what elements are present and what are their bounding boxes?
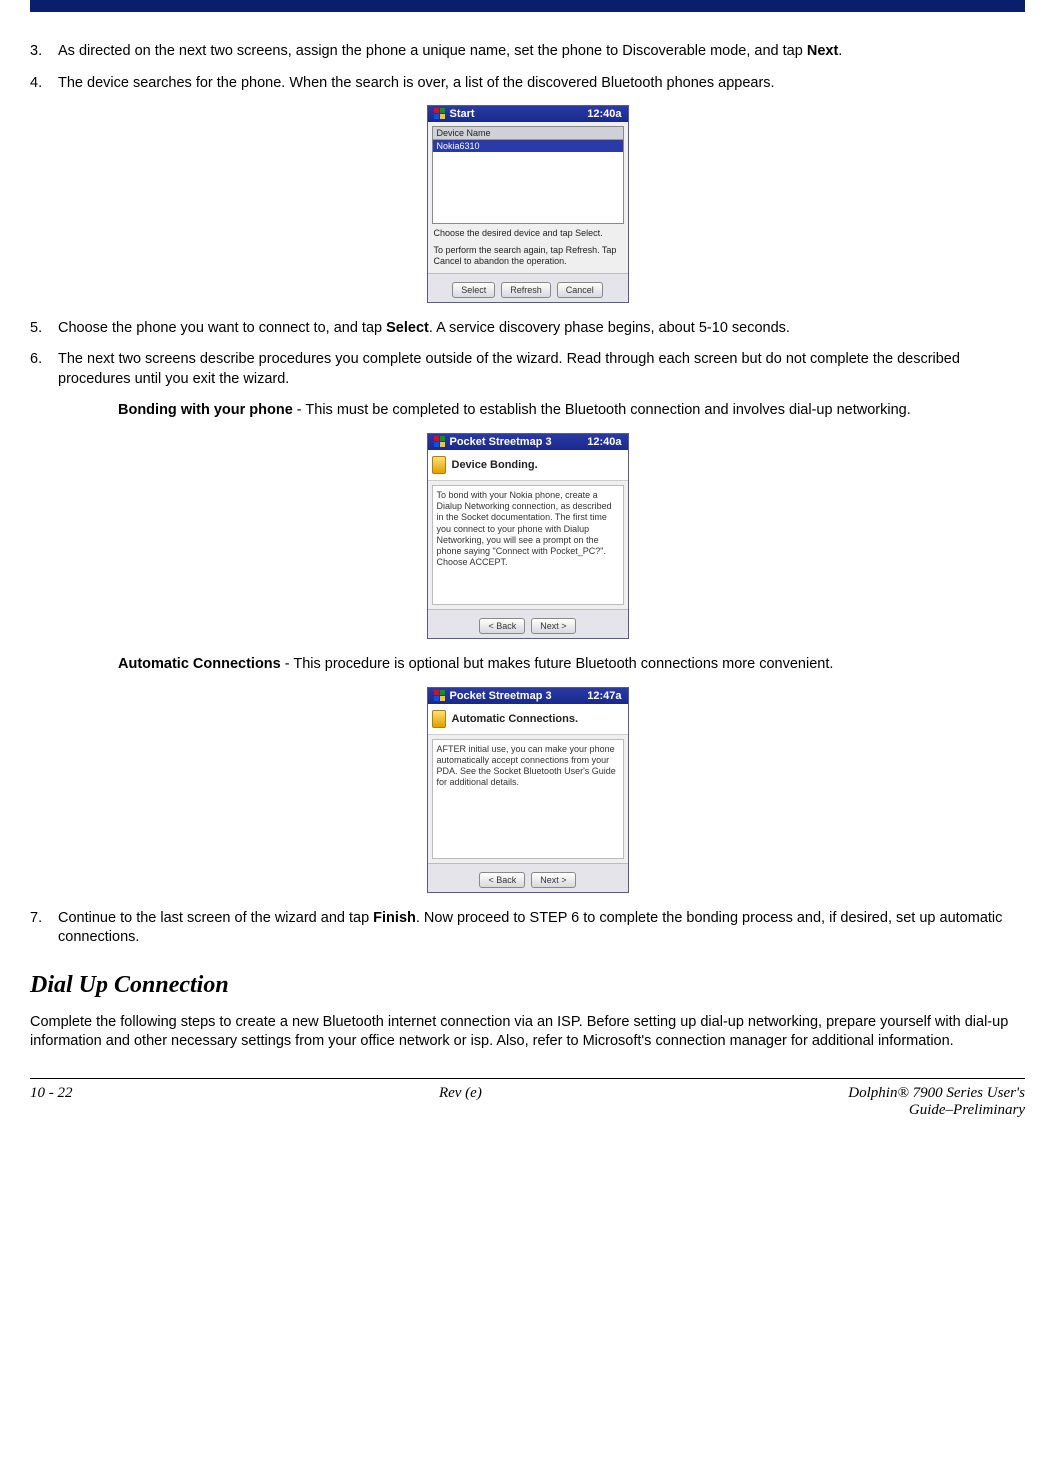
pda-textarea: AFTER initial use, you can make your pho… — [432, 739, 624, 859]
text: . A service discovery phase begins, abou… — [429, 320, 790, 336]
text: . — [838, 43, 842, 59]
phone-icon — [432, 710, 446, 728]
screenshot-bonding: Pocket Streetmap 3 12:40a Device Bonding… — [427, 433, 629, 639]
section-paragraph: Complete the following steps to create a… — [30, 1013, 1025, 1052]
screenshot-device-list: Start 12:40a Device Name Nokia6310 Choos… — [427, 105, 629, 302]
pda-title-text: Pocket Streetmap 3 — [450, 436, 552, 448]
step-text: As directed on the next two screens, ass… — [58, 42, 1025, 62]
pda-cancel-button: Cancel — [557, 282, 603, 298]
pda-caption: Choose the desired device and tap Select… — [432, 224, 624, 241]
step-6: 6. The next two screens describe procedu… — [30, 350, 1025, 389]
text: Choose the phone you want to connect to,… — [58, 320, 386, 336]
step-number: 5. — [30, 319, 58, 339]
pda-titlebar: Pocket Streetmap 3 12:40a — [428, 434, 628, 450]
pda-next-button: Next > — [531, 618, 575, 634]
step-4: 4. The device searches for the phone. Wh… — [30, 74, 1025, 94]
windows-icon — [434, 436, 446, 448]
pda-heading: Device Bonding. — [428, 450, 628, 481]
step-3: 3. As directed on the next two screens, … — [30, 42, 1025, 62]
text: Continue to the last screen of the wizar… — [58, 910, 373, 926]
step-5: 5. Choose the phone you want to connect … — [30, 319, 1025, 339]
pda-back-button: < Back — [479, 872, 525, 888]
pda-title-left: Pocket Streetmap 3 — [434, 436, 552, 448]
step-number: 3. — [30, 42, 58, 62]
pda-heading-text: Device Bonding. — [452, 459, 538, 471]
step-text: The next two screens describe procedures… — [58, 350, 1025, 389]
pda-listbox: Device Name Nokia6310 — [432, 126, 624, 224]
step-number: 4. — [30, 74, 58, 94]
step-number: 7. — [30, 909, 58, 948]
section-heading: Dial Up Connection — [30, 972, 1025, 999]
pda-body: To bond with your Nokia phone, create a … — [428, 481, 628, 609]
sub-automatic: Automatic Connections - This procedure i… — [118, 655, 1025, 675]
pda-title-text: Start — [450, 108, 475, 120]
pda-button-row: < Back Next > — [428, 863, 628, 892]
pda-caption: To perform the search again, tap Refresh… — [432, 241, 624, 269]
windows-icon — [434, 108, 446, 120]
footer-line1: Dolphin® 7900 Series User's — [848, 1085, 1025, 1101]
text: As directed on the next two screens, ass… — [58, 43, 807, 59]
pda-select-button: Select — [452, 282, 495, 298]
page-content: 3. As directed on the next two screens, … — [0, 42, 1055, 1052]
footer-line2: Guide–Preliminary — [909, 1102, 1025, 1118]
pda-button-row: Select Refresh Cancel — [428, 273, 628, 302]
pda-textarea: To bond with your Nokia phone, create a … — [432, 485, 624, 605]
pda-time: 12:47a — [587, 690, 621, 702]
pda-list-header: Device Name — [433, 127, 623, 140]
sub-bonding: Bonding with your phone - This must be c… — [118, 401, 1025, 421]
footer-revision: Rev (e) — [439, 1085, 482, 1119]
text: - This must be completed to establish th… — [293, 402, 911, 418]
step-text: Choose the phone you want to connect to,… — [58, 319, 1025, 339]
step-text: Continue to the last screen of the wizar… — [58, 909, 1025, 948]
step-text: The device searches for the phone. When … — [58, 74, 1025, 94]
bold-text: Bonding with your phone — [118, 402, 293, 418]
step-7: 7. Continue to the last screen of the wi… — [30, 909, 1025, 948]
pda-titlebar: Pocket Streetmap 3 12:47a — [428, 688, 628, 704]
pda-title-text: Pocket Streetmap 3 — [450, 690, 552, 702]
screenshot-auto-connections: Pocket Streetmap 3 12:47a Automatic Conn… — [427, 687, 629, 893]
bold-text: Automatic Connections — [118, 656, 281, 672]
footer-page-number: 10 - 22 — [30, 1085, 73, 1119]
bold-text: Next — [807, 43, 838, 59]
pda-body: AFTER initial use, you can make your pho… — [428, 735, 628, 863]
pda-time: 12:40a — [587, 108, 621, 120]
pda-list-item: Nokia6310 — [433, 140, 623, 152]
pda-title-left: Start — [434, 108, 475, 120]
pda-heading: Automatic Connections. — [428, 704, 628, 735]
pda-next-button: Next > — [531, 872, 575, 888]
windows-icon — [434, 690, 446, 702]
page-footer: 10 - 22 Rev (e) Dolphin® 7900 Series Use… — [30, 1078, 1025, 1119]
pda-refresh-button: Refresh — [501, 282, 551, 298]
pda-button-row: < Back Next > — [428, 609, 628, 638]
pda-body: Device Name Nokia6310 Choose the desired… — [428, 122, 628, 272]
bold-text: Select — [386, 320, 429, 336]
bold-text: Finish — [373, 910, 416, 926]
page-top-bar — [30, 0, 1025, 12]
pda-back-button: < Back — [479, 618, 525, 634]
pda-heading-text: Automatic Connections. — [452, 713, 579, 725]
text: - This procedure is optional but makes f… — [281, 656, 834, 672]
footer-title: Dolphin® 7900 Series User's Guide–Prelim… — [848, 1085, 1025, 1119]
pda-time: 12:40a — [587, 436, 621, 448]
pda-titlebar: Start 12:40a — [428, 106, 628, 122]
step-number: 6. — [30, 350, 58, 389]
phone-icon — [432, 456, 446, 474]
pda-title-left: Pocket Streetmap 3 — [434, 690, 552, 702]
